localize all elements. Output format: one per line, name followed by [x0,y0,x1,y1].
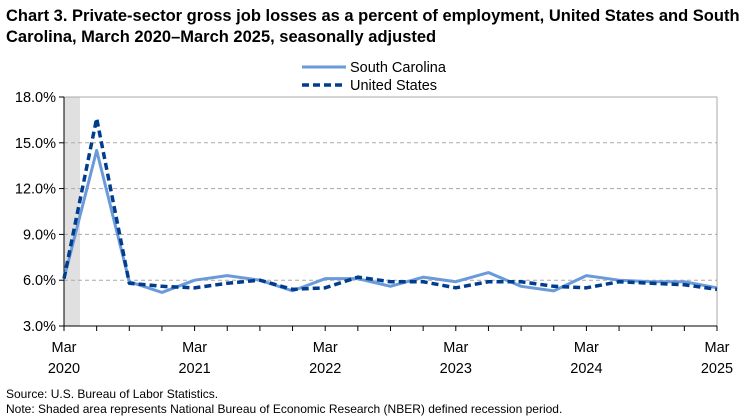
x-tick-label-year: 2024 [570,361,602,377]
footnote: Note: Shaded area represents National Bu… [6,402,563,416]
source-note: Source: U.S. Bureau of Labor Statistics. [6,387,219,401]
y-tick-label: 3.0% [23,319,56,335]
x-tick-label-year: 2021 [178,361,210,377]
x-tick-label-year: 2022 [309,361,341,377]
x-tick-label-month: Mar [52,340,77,356]
legend-label: South Carolina [350,60,447,76]
y-tick-label: 12.0% [15,182,56,198]
x-tick-label-month: Mar [705,340,730,356]
x-tick-label-month: Mar [443,340,468,356]
y-tick-label: 6.0% [23,273,56,289]
series-line-united-states [62,116,718,292]
chart-title: Chart 3. Private-sector gross job losses… [6,7,740,46]
x-tick-label-year: 2020 [48,361,80,377]
series-line-south-carolina [62,148,718,294]
legend-label: United States [350,78,437,94]
x-tick-label-month: Mar [313,340,338,356]
y-tick-label: 15.0% [15,136,56,152]
x-tick-label-month: Mar [574,340,599,356]
x-tick-label-month: Mar [182,340,207,356]
x-tick-label-year: 2023 [440,361,472,377]
y-tick-label: 9.0% [23,227,56,243]
recession-shading [64,97,80,326]
x-tick-label-year: 2025 [701,361,733,377]
y-tick-label: 18.0% [15,90,56,106]
